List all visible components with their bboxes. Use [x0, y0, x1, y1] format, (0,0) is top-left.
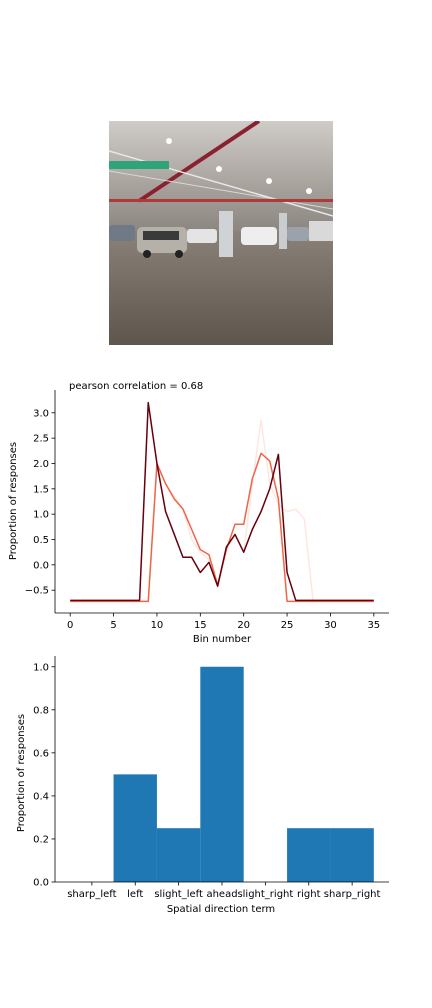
x-tick-label: ahead: [206, 889, 237, 900]
bar-right: [287, 828, 330, 882]
x-axis-label: Bin number: [193, 634, 252, 645]
x-tick-label: slight_left: [154, 889, 203, 900]
x-tick-label: left: [127, 889, 143, 900]
x-tick-label: sharp_left: [67, 889, 116, 900]
x-tick-label: 25: [281, 620, 294, 631]
x-tick-label: 5: [110, 620, 116, 631]
bar-chart: sharp_left left slight_left ahead slight_rig…: [0, 648, 432, 928]
bar-sharp-right: [330, 828, 373, 882]
y-tick-label: 0.2: [33, 834, 49, 845]
y-tick-label: 2.0: [33, 459, 49, 470]
y-axis-label: Proportion of responses: [16, 714, 27, 832]
bar-group: [114, 667, 374, 882]
bar-ahead: [200, 667, 243, 882]
parking-garage-photo: [109, 121, 333, 345]
line-series-1: [70, 420, 374, 601]
y-tick-label: −0.5: [25, 586, 49, 597]
y-tick-label: 0.4: [33, 791, 49, 802]
x-tick-label: 15: [194, 620, 207, 631]
y-tick-label: 2.5: [33, 434, 49, 445]
y-tick-label: 0.0: [33, 560, 49, 571]
y-tick-label: 0.8: [33, 705, 49, 716]
y-axis-label: Proportion of responses: [8, 442, 19, 560]
x-tick-label: 30: [324, 620, 337, 631]
x-tick-label: sharp_right: [324, 889, 381, 900]
y-tick-label: 0.6: [33, 748, 49, 759]
x-tick-label: 20: [237, 620, 250, 631]
bar-left: [114, 774, 157, 882]
x-axis-label: Spatial direction term: [167, 904, 275, 915]
pearson-annotation: pearson correlation = 0.68: [69, 381, 203, 392]
line-chart: pearson correlation = 0.68 0 5 10 15 20 25 30 3…: [0, 370, 432, 650]
x-tick-label: 35: [367, 620, 380, 631]
x-tick-label: 0: [67, 620, 73, 631]
x-tick-label: slight_right: [237, 889, 293, 900]
y-axis-ticks: 0.0 0.2 0.4 0.6 0.8 1.0: [33, 662, 55, 888]
x-axis-ticks: 0 5 10 15 20 25 30 35: [67, 613, 380, 631]
x-tick-label: 10: [151, 620, 164, 631]
y-tick-label: 1.5: [33, 484, 49, 495]
x-tick-label: right: [297, 889, 321, 900]
x-axis-ticks: sharp_left left slight_left ahead slight_rig…: [67, 882, 380, 900]
bar-slight-left: [157, 828, 200, 882]
line-series-group: [70, 403, 374, 602]
y-tick-label: 0.5: [33, 535, 49, 546]
y-tick-label: 1.0: [33, 662, 49, 673]
y-tick-label: 0.0: [33, 878, 49, 889]
line-series-2: [70, 453, 374, 601]
parking-garage-image: [109, 121, 333, 345]
y-tick-label: 1.0: [33, 510, 49, 521]
y-axis-ticks: −0.5 0.0 0.5 1.0 1.5 2.0 2.5 3.0: [25, 408, 55, 596]
y-tick-label: 3.0: [33, 408, 49, 419]
